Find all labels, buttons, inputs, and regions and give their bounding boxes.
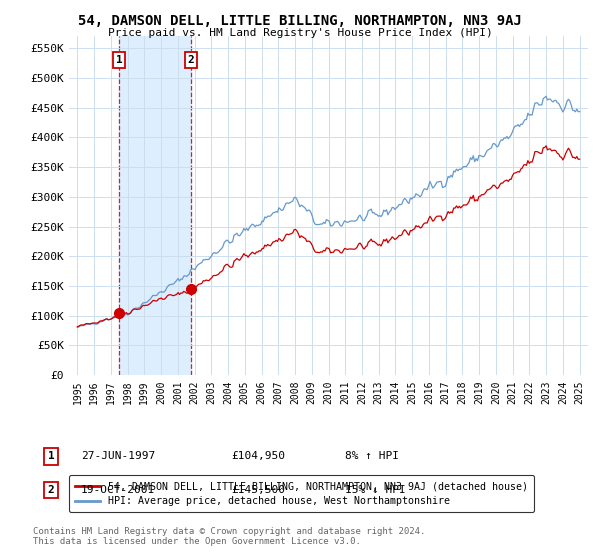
Text: 2: 2 bbox=[188, 55, 194, 65]
Text: Contains HM Land Registry data © Crown copyright and database right 2024.
This d: Contains HM Land Registry data © Crown c… bbox=[33, 526, 425, 546]
Text: 1: 1 bbox=[116, 55, 122, 65]
Text: 2: 2 bbox=[47, 485, 55, 495]
Text: 27-JUN-1997: 27-JUN-1997 bbox=[81, 451, 155, 461]
Legend: 54, DAMSON DELL, LITTLE BILLING, NORTHAMPTON, NN3 9AJ (detached house), HPI: Ave: 54, DAMSON DELL, LITTLE BILLING, NORTHAM… bbox=[69, 475, 534, 512]
Text: 15% ↓ HPI: 15% ↓ HPI bbox=[345, 485, 406, 495]
Text: 19-OCT-2001: 19-OCT-2001 bbox=[81, 485, 155, 495]
Bar bbox=[119, 36, 191, 375]
Text: 8% ↑ HPI: 8% ↑ HPI bbox=[345, 451, 399, 461]
Text: 54, DAMSON DELL, LITTLE BILLING, NORTHAMPTON, NN3 9AJ: 54, DAMSON DELL, LITTLE BILLING, NORTHAM… bbox=[78, 14, 522, 28]
Text: £145,500: £145,500 bbox=[231, 485, 285, 495]
Text: £104,950: £104,950 bbox=[231, 451, 285, 461]
Text: 1: 1 bbox=[47, 451, 55, 461]
Text: Price paid vs. HM Land Registry's House Price Index (HPI): Price paid vs. HM Land Registry's House … bbox=[107, 28, 493, 38]
